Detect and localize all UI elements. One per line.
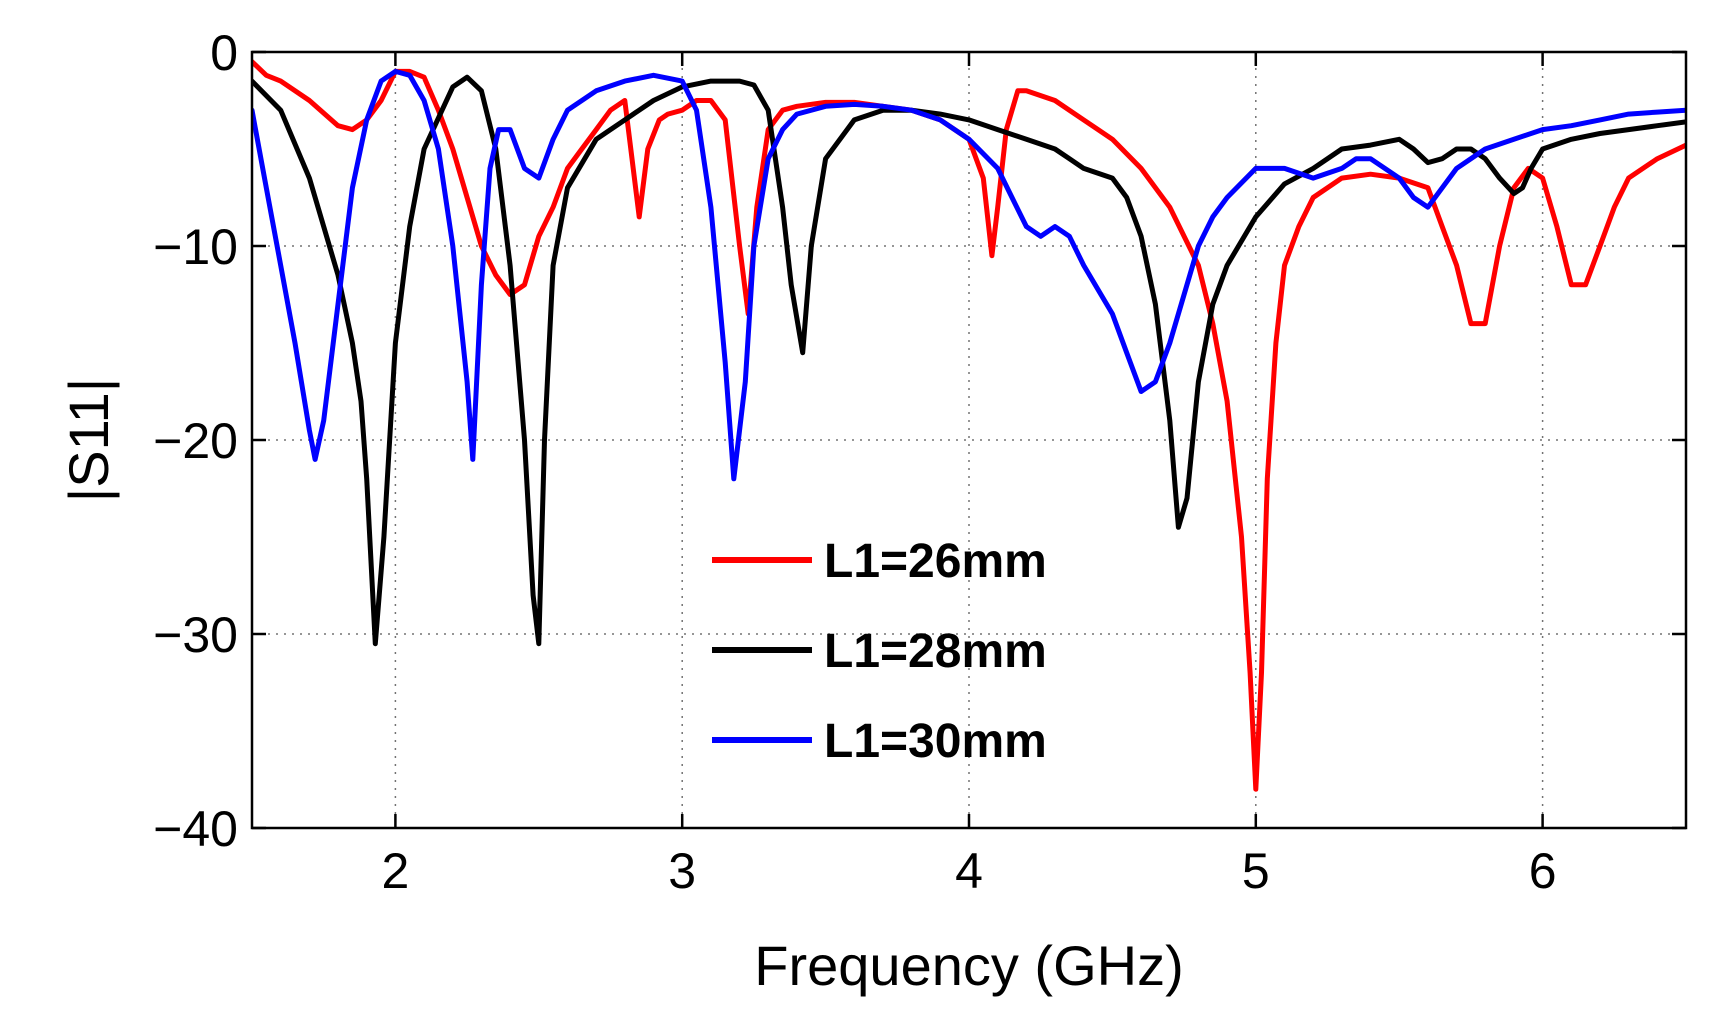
legend-label-2: L1=28mm [824,625,1047,678]
x-tick-label: 5 [1242,843,1270,899]
legend-label-1: L1=26mm [824,535,1047,588]
y-tick-label: −40 [153,801,238,857]
series-group [252,59,1686,792]
y-axis-label: |S11| [57,378,120,503]
x-tick-label: 2 [381,843,409,899]
x-axis-label: Frequency (GHz) [754,934,1183,997]
x-tick-label: 3 [668,843,696,899]
y-tick-label: −30 [153,607,238,663]
x-tick-labels: 2 3 4 5 6 [381,843,1556,899]
series-line-3 [252,68,1686,482]
x-tick-label: 6 [1529,843,1557,899]
x-tick-label: 4 [955,843,983,899]
legend-label-3: L1=30mm [824,715,1047,768]
plot-area-background [252,52,1686,828]
ticks [252,50,1686,830]
legend: L1=26mm L1=28mm L1=30mm [712,535,1047,768]
y-tick-label: −10 [153,219,238,275]
y-tick-labels: 0 −10 −20 −30 −40 [153,25,238,857]
y-tick-label: 0 [210,25,238,81]
y-tick-label: −20 [153,413,238,469]
